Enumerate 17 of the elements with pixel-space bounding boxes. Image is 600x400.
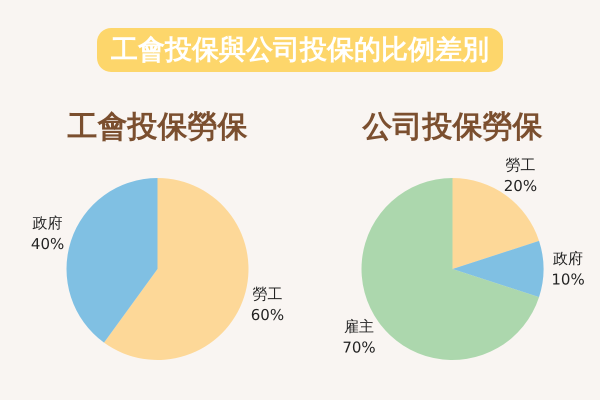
pie-slice xyxy=(452,240,544,298)
slice-label: 勞工 xyxy=(252,285,282,304)
slice-label: 政府 xyxy=(553,250,584,268)
chart-title: 公司投保勞保 xyxy=(362,110,544,144)
slice-label: 雇主 xyxy=(344,317,374,336)
text: 工會投保與公司投保的比例差別 xyxy=(110,34,489,66)
slice-label: 勞工 xyxy=(505,156,536,174)
slice-label: 政府 xyxy=(32,214,63,232)
pie-slice xyxy=(452,178,540,269)
data-label: 60% xyxy=(250,306,284,324)
data-label: 40% xyxy=(30,234,64,253)
data-label: 10% xyxy=(551,270,585,288)
pie-slice xyxy=(104,178,248,360)
data-label: 20% xyxy=(504,177,538,195)
chart-title: 工會投保勞保 xyxy=(66,110,248,144)
data-label: 70% xyxy=(342,338,376,356)
pie-slice xyxy=(66,178,158,343)
